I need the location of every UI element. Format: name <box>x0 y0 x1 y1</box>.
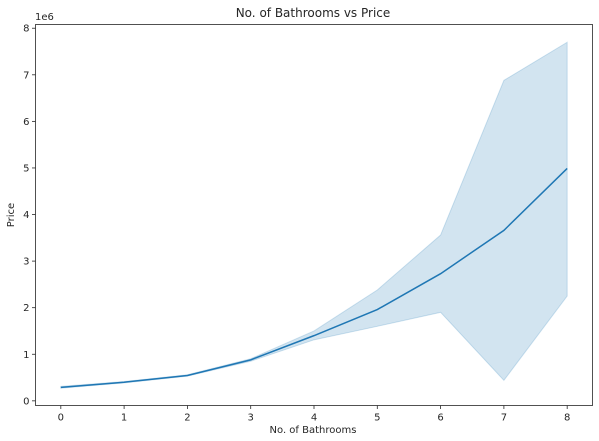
y-tick-label: 2 <box>23 303 29 314</box>
x-tick-label: 0 <box>58 413 64 424</box>
y-tick-label: 0 <box>23 396 29 407</box>
y-tick-label: 7 <box>23 70 29 81</box>
x-axis: 0 1 2 3 4 5 6 7 8 <box>58 405 570 424</box>
x-tick-label: 7 <box>501 413 507 424</box>
x-tick-label: 4 <box>311 413 317 424</box>
y-offset-label: 1e6 <box>35 12 54 23</box>
series-line <box>60 167 568 389</box>
y-tick-label: 8 <box>23 24 29 35</box>
x-tick-label: 2 <box>184 413 190 424</box>
x-axis-label: No. of Bathrooms <box>270 425 357 436</box>
y-axis: 0 1 2 3 4 5 6 7 8 <box>23 24 36 407</box>
y-axis-label: Price <box>6 203 17 227</box>
y-tick-label: 5 <box>23 163 29 174</box>
plot-area <box>60 41 568 389</box>
chart-title: No. of Bathrooms vs Price <box>236 6 391 20</box>
y-tick-label: 3 <box>23 257 29 268</box>
y-tick-label: 4 <box>23 210 29 221</box>
x-tick-label: 8 <box>564 413 570 424</box>
x-tick-label: 1 <box>121 413 127 424</box>
x-tick-label: 5 <box>374 413 380 424</box>
y-tick-label: 6 <box>23 117 29 128</box>
y-tick-label: 1 <box>23 350 29 361</box>
x-tick-label: 3 <box>248 413 254 424</box>
x-tick-label: 6 <box>437 413 443 424</box>
